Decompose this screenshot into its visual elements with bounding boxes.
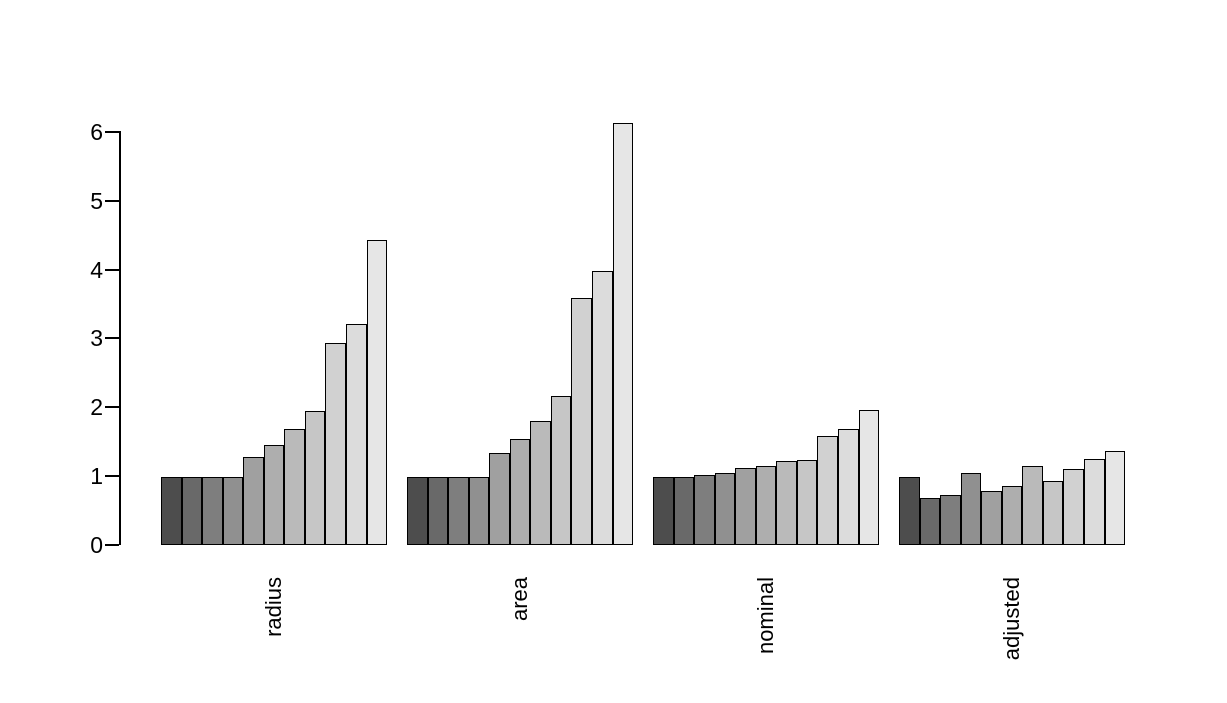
y-axis-tick-label: 4 bbox=[90, 256, 103, 283]
y-axis-tick bbox=[105, 337, 119, 340]
bar-area-6 bbox=[509, 439, 531, 546]
x-axis-label-radius: radius bbox=[261, 577, 287, 637]
bar-nominal-11 bbox=[858, 410, 880, 546]
y-axis-tick bbox=[105, 131, 119, 134]
bar-adjusted-3 bbox=[940, 495, 961, 546]
bar-adjusted-9 bbox=[1063, 468, 1085, 546]
y-axis-tick-label: 1 bbox=[90, 462, 103, 489]
bar-nominal-7 bbox=[776, 460, 797, 546]
bar-adjusted-1 bbox=[899, 476, 920, 546]
bar-radius-9 bbox=[325, 342, 347, 546]
bar-area-10 bbox=[592, 270, 613, 546]
y-axis-tick bbox=[105, 200, 119, 202]
bar-area-7 bbox=[530, 421, 551, 546]
bar-area-8 bbox=[550, 395, 572, 546]
bar-adjusted-6 bbox=[1001, 486, 1023, 546]
bar-area-2 bbox=[427, 476, 449, 546]
bar-nominal-6 bbox=[755, 466, 777, 546]
y-axis-line bbox=[119, 131, 121, 546]
x-axis-label-area: area bbox=[507, 577, 533, 622]
bar-nominal-4 bbox=[714, 472, 736, 546]
bar-radius-11 bbox=[366, 239, 388, 546]
bar-nominal-8 bbox=[796, 460, 818, 546]
bar-area-1 bbox=[407, 476, 428, 546]
bar-radius-2 bbox=[181, 476, 203, 546]
bar-area-9 bbox=[571, 298, 593, 546]
y-axis-tick-label: 6 bbox=[90, 119, 103, 146]
bar-radius-1 bbox=[161, 476, 182, 546]
bar-nominal-2 bbox=[673, 476, 695, 546]
bar-area-5 bbox=[489, 452, 510, 546]
bar-radius-8 bbox=[304, 410, 326, 546]
bar-nominal-1 bbox=[653, 476, 674, 546]
bar-nominal-10 bbox=[838, 429, 859, 546]
y-axis-tick-label: 3 bbox=[90, 325, 103, 352]
bar-radius-4 bbox=[222, 476, 244, 546]
bar-radius-5 bbox=[243, 456, 264, 546]
y-axis-tick-label: 0 bbox=[90, 531, 103, 558]
x-axis-label-adjusted: adjusted bbox=[999, 577, 1025, 661]
bar-adjusted-7 bbox=[1022, 465, 1043, 546]
y-axis-tick-label: 5 bbox=[90, 188, 103, 214]
bar-adjusted-11 bbox=[1104, 451, 1126, 546]
bar-radius-3 bbox=[202, 476, 223, 546]
bar-adjusted-5 bbox=[981, 491, 1002, 546]
bar-area-11 bbox=[612, 122, 634, 546]
y-axis-tick bbox=[105, 406, 119, 409]
y-axis-tick bbox=[105, 474, 119, 477]
y-axis-tick bbox=[105, 543, 119, 546]
bar-radius-6 bbox=[263, 445, 285, 546]
bar-nominal-3 bbox=[694, 474, 715, 546]
y-axis-tick-label: 2 bbox=[90, 394, 103, 421]
bar-adjusted-10 bbox=[1084, 458, 1105, 546]
bar-area-4 bbox=[468, 476, 490, 546]
bar-area-3 bbox=[448, 476, 469, 546]
bar-radius-10 bbox=[346, 324, 367, 546]
bar-nominal-9 bbox=[817, 436, 839, 546]
bar-nominal-5 bbox=[735, 467, 756, 546]
bar-radius-7 bbox=[284, 429, 305, 546]
y-axis-tick bbox=[105, 268, 119, 271]
bar-adjusted-4 bbox=[960, 473, 982, 546]
bar-adjusted-8 bbox=[1042, 480, 1064, 546]
bar-adjusted-2 bbox=[919, 498, 941, 546]
x-axis-label-nominal: nominal bbox=[753, 577, 779, 655]
